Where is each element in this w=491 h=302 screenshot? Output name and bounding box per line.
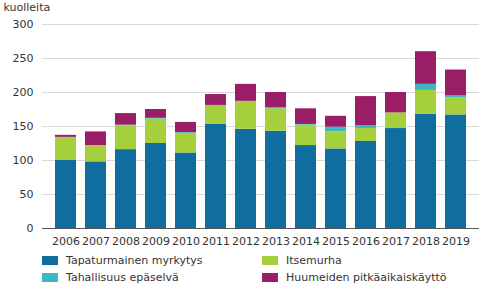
- html-text:Tapaturmainen myrkytys: Tapaturmainen myrkytys: [66, 254, 203, 267]
- svg-text:2014: 2014: [292, 235, 320, 248]
- svg-text:2017: 2017: [382, 235, 410, 248]
- svg-text:100: 100: [13, 154, 34, 167]
- svg-text:2013: 2013: [262, 235, 290, 248]
- svg-text:50: 50: [20, 188, 34, 201]
- svg-text:kuolleita: kuolleita: [4, 1, 51, 14]
- svg-text:2016: 2016: [352, 235, 380, 248]
- svg-text:250: 250: [13, 52, 34, 65]
- svg-text:200: 200: [13, 86, 34, 99]
- svg-text:150: 150: [13, 120, 34, 133]
- svg-text:2009: 2009: [142, 235, 170, 248]
- svg-text:300: 300: [13, 18, 34, 31]
- svg-text:2006: 2006: [52, 235, 80, 248]
- svg-text:2011: 2011: [202, 235, 230, 248]
- svg-text:2007: 2007: [82, 235, 110, 248]
- svg-text:2015: 2015: [322, 235, 350, 248]
- svg-text:2018: 2018: [412, 235, 440, 248]
- svg-text:2008: 2008: [112, 235, 140, 248]
- svg-text:2019: 2019: [442, 235, 470, 248]
- svg-text:2012: 2012: [232, 235, 260, 248]
- svg-text:0: 0: [27, 222, 34, 235]
- html-text:Itsemurha: Itsemurha: [286, 254, 342, 267]
- html-text:Tahallisuus epäselvä: Tahallisuus epäselvä: [66, 271, 179, 284]
- svg-text:2010: 2010: [172, 235, 200, 248]
- html-text:Huumeiden pitkäaikaiskäyttö: Huumeiden pitkäaikaiskäyttö: [286, 271, 447, 284]
